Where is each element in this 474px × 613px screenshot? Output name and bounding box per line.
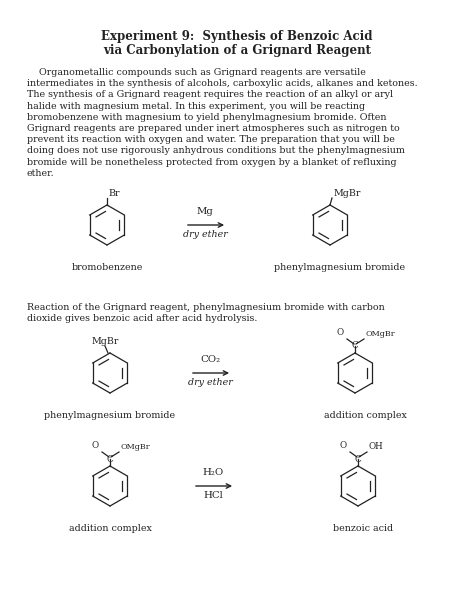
Text: CO₂: CO₂ [200,355,220,364]
Text: Mg: Mg [197,207,213,216]
Text: bromobenzene with magnesium to yield phenylmagnesium bromide. Often: bromobenzene with magnesium to yield phe… [27,113,386,122]
Text: dry ether: dry ether [182,230,228,239]
Text: MgBr: MgBr [334,189,361,198]
Text: Br: Br [109,189,120,198]
Text: dioxide gives benzoic acid after acid hydrolysis.: dioxide gives benzoic acid after acid hy… [27,314,257,323]
Text: via Carbonylation of a Grignard Reagent: via Carbonylation of a Grignard Reagent [103,44,371,57]
Text: Grignard reagents are prepared under inert atmospheres such as nitrogen to: Grignard reagents are prepared under ine… [27,124,400,133]
Text: halide with magnesium metal. In this experiment, you will be reacting: halide with magnesium metal. In this exp… [27,102,365,110]
Text: addition complex: addition complex [69,524,151,533]
Text: doing does not use rigorously anhydrous conditions but the phenylmagnesium: doing does not use rigorously anhydrous … [27,147,405,156]
Text: prevent its reaction with oxygen and water. The preparation that you will be: prevent its reaction with oxygen and wat… [27,135,395,144]
Text: The synthesis of a Grignard reagent requires the reaction of an alkyl or aryl: The synthesis of a Grignard reagent requ… [27,90,393,99]
Text: O: O [92,441,99,450]
Text: phenylmagnesium bromide: phenylmagnesium bromide [274,263,406,272]
Text: H₂O: H₂O [202,468,224,477]
Text: MgBr: MgBr [92,337,119,346]
Text: addition complex: addition complex [324,411,406,420]
Text: bromide will be nonetheless protected from oxygen by a blanket of refluxing: bromide will be nonetheless protected fr… [27,158,397,167]
Text: ether.: ether. [27,169,55,178]
Text: HCl: HCl [203,491,223,500]
Text: dry ether: dry ether [188,378,232,387]
Text: OH: OH [369,442,384,451]
Text: O: O [337,328,344,337]
Text: Experiment 9:  Synthesis of Benzoic Acid: Experiment 9: Synthesis of Benzoic Acid [101,30,373,43]
Text: Reaction of the Grignard reagent, phenylmagnesium bromide with carbon: Reaction of the Grignard reagent, phenyl… [27,303,385,312]
Text: benzoic acid: benzoic acid [333,524,393,533]
Text: phenylmagnesium bromide: phenylmagnesium bromide [45,411,175,420]
Text: C: C [355,454,361,463]
Text: C: C [352,341,358,351]
Text: OMgBr: OMgBr [121,443,151,451]
Text: OMgBr: OMgBr [366,330,396,338]
Text: Organometallic compounds such as Grignard reagents are versatile: Organometallic compounds such as Grignar… [27,68,366,77]
Text: O: O [340,441,347,450]
Text: bromobenzene: bromobenzene [71,263,143,272]
Text: intermediates in the synthesis of alcohols, carboxylic acids, alkanes and ketone: intermediates in the synthesis of alcoho… [27,79,418,88]
Text: C: C [107,454,113,463]
